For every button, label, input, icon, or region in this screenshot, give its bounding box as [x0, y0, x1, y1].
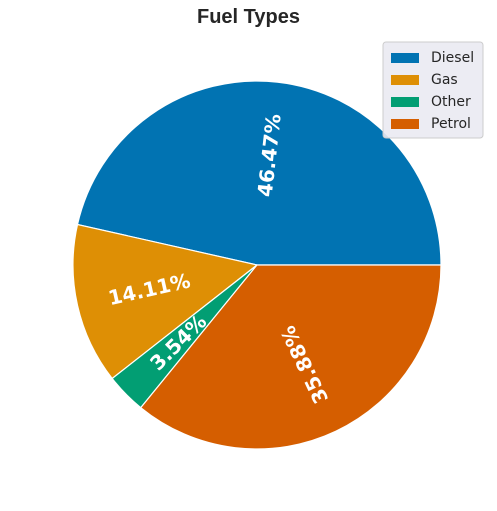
legend-label-diesel: Diesel: [431, 50, 474, 66]
legend-box: [382, 41, 484, 139]
pie-slice-gas: [72, 223, 259, 380]
legend-swatch-other: [391, 97, 419, 107]
legend-label-gas: Gas: [431, 72, 458, 88]
pie-slices: [72, 80, 442, 450]
pie-slice-petrol: [139, 264, 442, 450]
pie-slice-diesel: [76, 80, 442, 266]
legend: Diesel Gas Other Petrol: [382, 41, 484, 139]
legend-swatch-diesel: [391, 53, 419, 63]
legend-label-petrol: Petrol: [431, 116, 471, 132]
chart-title: Fuel Types: [197, 6, 300, 28]
legend-swatch-gas: [391, 75, 419, 85]
legend-swatch-petrol: [391, 119, 419, 129]
legend-label-other: Other: [431, 94, 471, 110]
